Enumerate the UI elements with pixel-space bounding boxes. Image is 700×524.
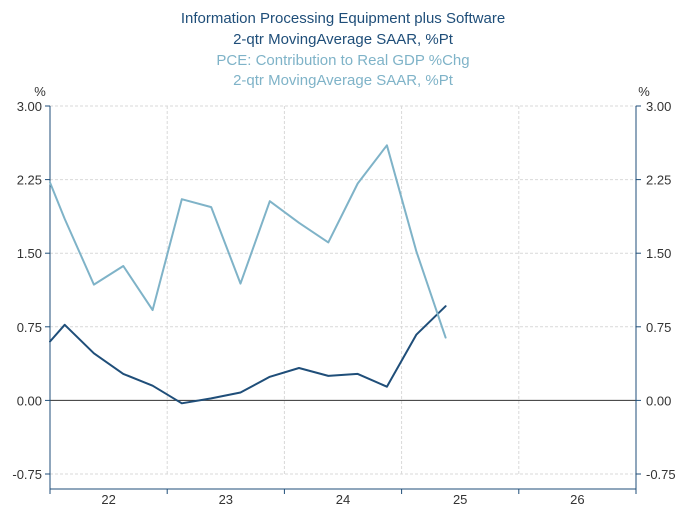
- grid: [50, 105, 636, 475]
- x-tick-label-22: 22: [101, 492, 115, 507]
- right-tick-label-2: 1.50: [646, 246, 671, 261]
- left-tick-label-5: -0.75: [12, 467, 42, 482]
- chart-titles: Information Processing Equipment plus So…: [181, 10, 505, 89]
- right-unit-label: %: [638, 84, 650, 99]
- left-tick-label-3: 0.75: [17, 320, 42, 335]
- x-tick-label-26: 26: [570, 492, 584, 507]
- title-line-3: PCE: Contribution to Real GDP %Chg: [216, 52, 469, 69]
- series-line-2: [49, 144, 447, 339]
- title-line-2: 2-qtr MovingAverage SAAR, %Pt: [233, 31, 454, 48]
- left-tick-label-4: 0.00: [17, 393, 42, 408]
- x-tick-label-25: 25: [453, 492, 467, 507]
- right-tick-label-3: 0.75: [646, 320, 671, 335]
- title-line-1: Information Processing Equipment plus So…: [181, 10, 505, 27]
- series-lines: [49, 144, 447, 405]
- x-tick-label-24: 24: [336, 492, 350, 507]
- right-tick-label-5: -0.75: [646, 467, 676, 482]
- left-tick-label-2: 1.50: [17, 246, 42, 261]
- right-tick-label-1: 2.25: [646, 173, 671, 188]
- right-tick-label-4: 0.00: [646, 393, 671, 408]
- ticks: % %3.00 3.002.25 2.251.50 1.500.75 0.750.00 0.…: [12, 84, 675, 507]
- axes: [49, 106, 637, 490]
- left-tick-label-0: 3.00: [17, 99, 42, 114]
- left-unit-label: %: [34, 84, 46, 99]
- title-line-4: 2-qtr MovingAverage SAAR, %Pt: [233, 72, 454, 89]
- left-tick-label-1: 2.25: [17, 173, 42, 188]
- x-tick-label-23: 23: [219, 492, 233, 507]
- right-tick-label-0: 3.00: [646, 99, 671, 114]
- series-line-1: [49, 305, 447, 405]
